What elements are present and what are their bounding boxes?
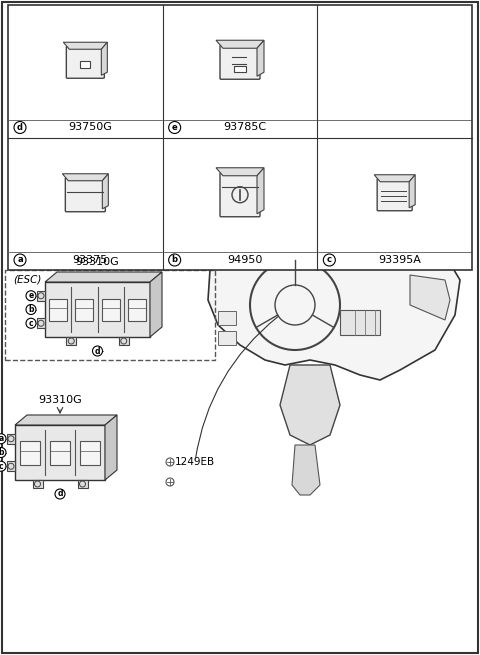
- Text: 93750G: 93750G: [68, 122, 112, 132]
- Circle shape: [168, 121, 180, 134]
- Text: a: a: [17, 255, 23, 265]
- Bar: [15, 425, 105, 480]
- Bar: [20, 441, 40, 464]
- Bar: [218, 311, 236, 325]
- Text: b: b: [28, 305, 34, 314]
- FancyBboxPatch shape: [377, 179, 412, 211]
- Circle shape: [26, 318, 36, 328]
- Text: d: d: [57, 489, 63, 498]
- Bar: [33, 480, 43, 488]
- FancyBboxPatch shape: [220, 173, 260, 217]
- Polygon shape: [45, 272, 162, 282]
- Circle shape: [26, 291, 36, 301]
- Text: b: b: [172, 255, 178, 265]
- Polygon shape: [105, 415, 117, 480]
- Polygon shape: [280, 365, 340, 445]
- Bar: [9, 253, 162, 269]
- Text: 1249EB: 1249EB: [175, 457, 215, 467]
- Circle shape: [0, 434, 6, 443]
- Text: a: a: [0, 434, 4, 443]
- Bar: [218, 331, 236, 345]
- Text: 93375: 93375: [72, 255, 108, 265]
- Text: (ESC): (ESC): [13, 275, 41, 285]
- FancyBboxPatch shape: [66, 47, 104, 78]
- Polygon shape: [208, 220, 460, 380]
- Text: e: e: [28, 291, 34, 300]
- Bar: [80, 62, 90, 68]
- Bar: [8, 5, 472, 270]
- Polygon shape: [257, 40, 264, 76]
- Text: e: e: [172, 123, 178, 132]
- Polygon shape: [102, 174, 108, 209]
- Polygon shape: [62, 174, 108, 181]
- Text: c: c: [0, 462, 3, 471]
- Circle shape: [168, 254, 180, 266]
- Circle shape: [14, 121, 26, 134]
- Bar: [37, 318, 45, 328]
- Bar: [37, 291, 45, 301]
- Bar: [77, 480, 87, 488]
- Circle shape: [0, 461, 6, 471]
- Bar: [75, 299, 94, 320]
- Bar: [318, 121, 471, 136]
- Bar: [234, 66, 246, 72]
- Bar: [340, 310, 380, 335]
- Polygon shape: [150, 272, 162, 337]
- Text: 94950: 94950: [228, 255, 263, 265]
- Polygon shape: [63, 43, 108, 49]
- Bar: [9, 121, 162, 136]
- Text: 93785C: 93785C: [223, 122, 266, 132]
- Polygon shape: [15, 415, 117, 425]
- Text: b: b: [0, 448, 4, 457]
- Bar: [7, 434, 15, 443]
- Bar: [45, 282, 150, 337]
- Bar: [119, 337, 129, 345]
- Bar: [128, 299, 146, 320]
- Bar: [318, 253, 471, 269]
- Circle shape: [93, 346, 103, 356]
- Circle shape: [0, 447, 6, 457]
- Polygon shape: [216, 40, 264, 48]
- Polygon shape: [409, 175, 415, 208]
- FancyBboxPatch shape: [220, 45, 260, 79]
- Bar: [66, 337, 76, 345]
- Bar: [80, 441, 100, 464]
- Bar: [164, 121, 316, 136]
- Text: 93310G: 93310G: [76, 257, 120, 267]
- Polygon shape: [101, 43, 108, 75]
- Bar: [102, 299, 120, 320]
- Circle shape: [14, 254, 26, 266]
- Bar: [7, 461, 15, 471]
- Polygon shape: [216, 168, 264, 176]
- Text: c: c: [29, 319, 33, 328]
- Bar: [5, 270, 215, 360]
- Polygon shape: [257, 168, 264, 214]
- FancyBboxPatch shape: [65, 178, 105, 212]
- Text: 93395A: 93395A: [378, 255, 421, 265]
- Polygon shape: [374, 175, 415, 181]
- Circle shape: [324, 254, 336, 266]
- Bar: [50, 441, 70, 464]
- Polygon shape: [292, 445, 320, 495]
- Circle shape: [55, 489, 65, 499]
- Bar: [49, 299, 67, 320]
- Text: d: d: [17, 123, 23, 132]
- Text: 93310G: 93310G: [38, 395, 82, 405]
- Text: d: d: [95, 346, 100, 356]
- Circle shape: [26, 305, 36, 314]
- Polygon shape: [410, 275, 450, 320]
- Text: c: c: [327, 255, 332, 265]
- Bar: [164, 253, 316, 269]
